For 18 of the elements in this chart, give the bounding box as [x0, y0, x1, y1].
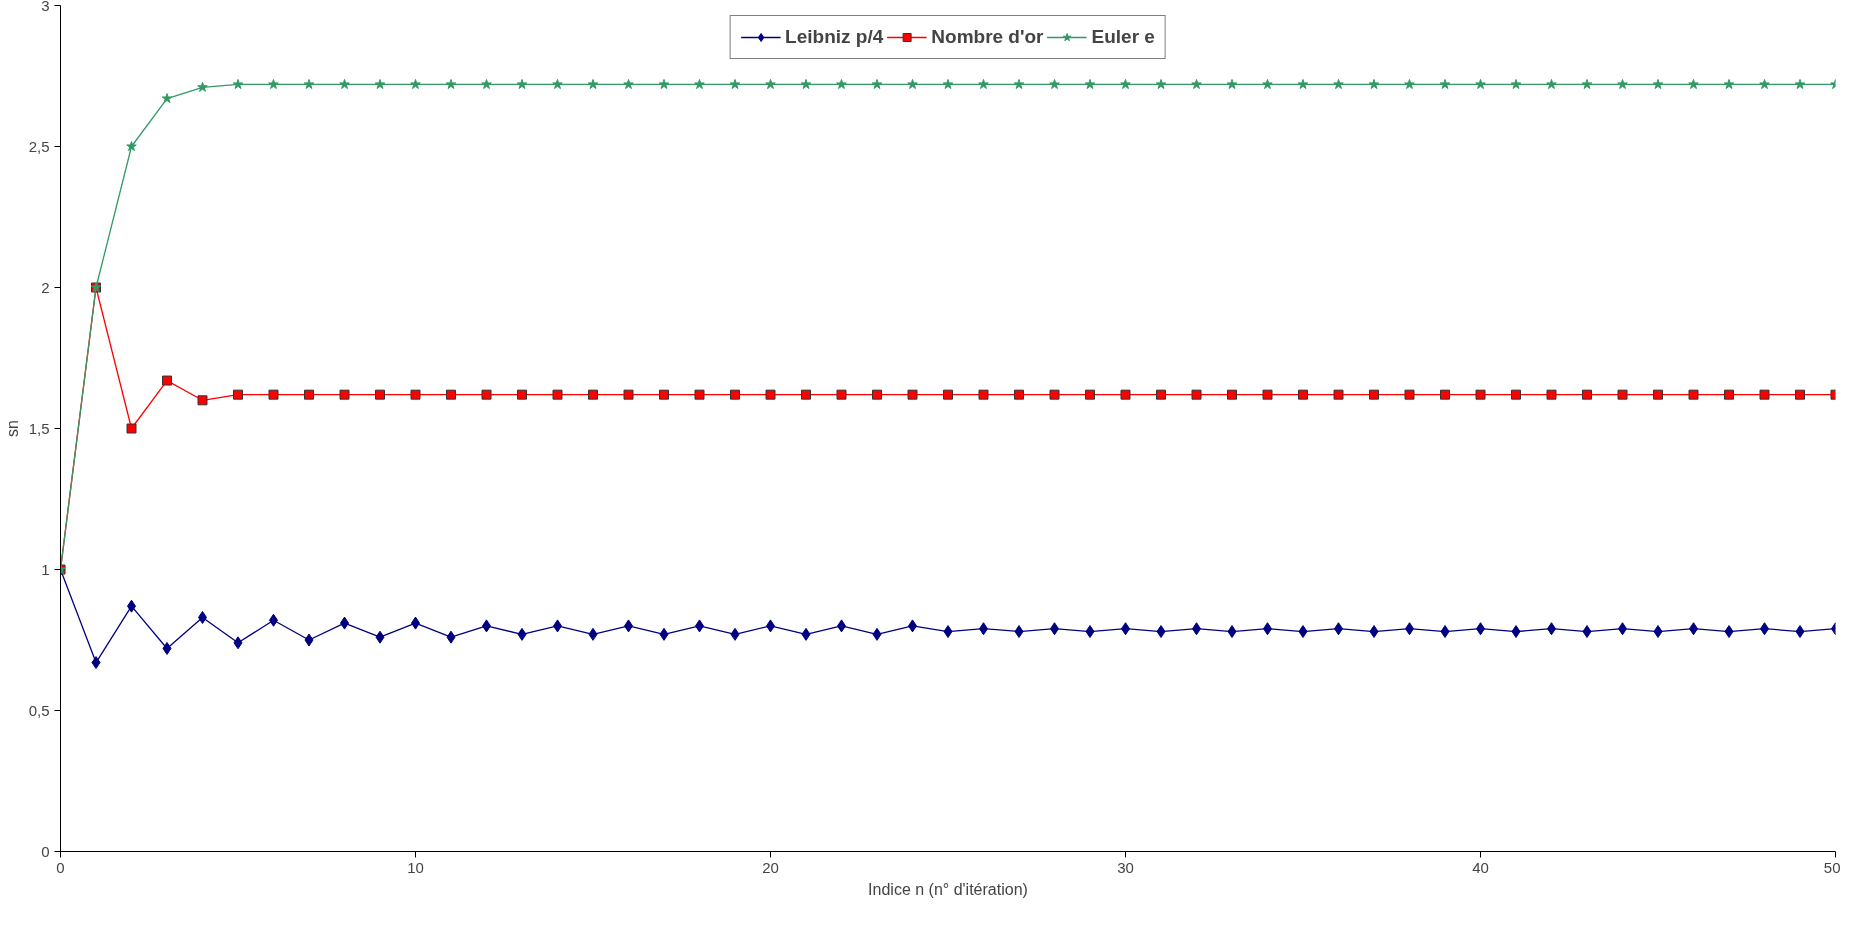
y-tick-label: 2 — [41, 278, 50, 296]
x-tick-label: 30 — [1117, 858, 1134, 876]
y-axis-title: sn — [3, 420, 21, 437]
x-tick-label: 50 — [1823, 858, 1841, 876]
y-tick-label: 1,5 — [28, 419, 50, 437]
x-tick-label: 0 — [56, 858, 65, 876]
x-tick-label: 20 — [762, 858, 779, 876]
x-axis-title: Indice n (n° d'itération) — [868, 880, 1028, 898]
legend-label: Euler e — [1091, 26, 1155, 48]
y-tick-label: 3 — [41, 0, 50, 14]
x-tick-label: 40 — [1472, 858, 1489, 876]
y-tick-label: 0,5 — [28, 701, 50, 719]
y-tick-label: 2,5 — [28, 137, 50, 155]
y-tick-label: 1 — [41, 560, 50, 578]
legend-label: Nombre d'or — [931, 26, 1044, 48]
y-tick-label: 0 — [41, 842, 50, 860]
legend-label: Leibniz p/4 — [785, 26, 884, 48]
x-tick-label: 10 — [407, 858, 424, 876]
